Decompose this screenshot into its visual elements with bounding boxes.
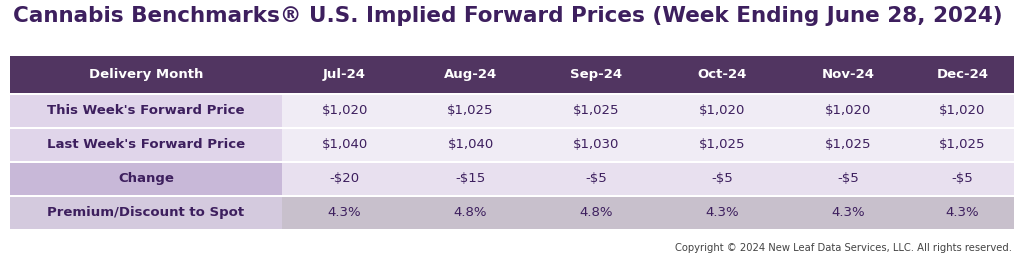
Bar bbox=[534, 197, 659, 229]
Bar bbox=[534, 56, 659, 93]
Text: Jul-24: Jul-24 bbox=[324, 68, 366, 81]
Bar bbox=[785, 56, 911, 93]
Text: Change: Change bbox=[118, 172, 174, 185]
Text: -$5: -$5 bbox=[951, 172, 974, 185]
Bar bbox=[785, 95, 911, 127]
Text: $1,020: $1,020 bbox=[825, 104, 871, 118]
Text: Last Week's Forward Price: Last Week's Forward Price bbox=[47, 138, 245, 151]
Bar bbox=[659, 56, 785, 93]
Text: -$5: -$5 bbox=[838, 172, 859, 185]
Text: 4.8%: 4.8% bbox=[580, 206, 613, 219]
Text: $1,030: $1,030 bbox=[573, 138, 620, 151]
Text: -$5: -$5 bbox=[586, 172, 607, 185]
Bar bbox=[282, 56, 408, 93]
Bar bbox=[282, 129, 408, 161]
Bar bbox=[534, 129, 659, 161]
Bar bbox=[408, 95, 534, 127]
Text: 4.3%: 4.3% bbox=[706, 206, 739, 219]
Text: This Week's Forward Price: This Week's Forward Price bbox=[47, 104, 245, 118]
Text: $1,020: $1,020 bbox=[939, 104, 986, 118]
Bar bbox=[911, 56, 1014, 93]
Text: Nov-24: Nov-24 bbox=[822, 68, 874, 81]
Text: $1,040: $1,040 bbox=[447, 138, 494, 151]
Text: Copyright © 2024 New Leaf Data Services, LLC. All rights reserved.: Copyright © 2024 New Leaf Data Services,… bbox=[675, 243, 1012, 253]
Text: $1,020: $1,020 bbox=[699, 104, 745, 118]
Bar bbox=[911, 129, 1014, 161]
Bar bbox=[534, 163, 659, 195]
Text: -$5: -$5 bbox=[712, 172, 733, 185]
Bar bbox=[282, 197, 408, 229]
Bar bbox=[408, 129, 534, 161]
Text: 4.3%: 4.3% bbox=[946, 206, 979, 219]
Bar bbox=[10, 197, 282, 229]
Bar bbox=[10, 129, 282, 161]
Text: 4.8%: 4.8% bbox=[454, 206, 487, 219]
Bar bbox=[785, 129, 911, 161]
Bar bbox=[408, 163, 534, 195]
Text: 4.3%: 4.3% bbox=[831, 206, 865, 219]
Bar bbox=[785, 163, 911, 195]
Text: Delivery Month: Delivery Month bbox=[89, 68, 203, 81]
Text: Oct-24: Oct-24 bbox=[697, 68, 748, 81]
Bar bbox=[659, 197, 785, 229]
Bar bbox=[282, 163, 408, 195]
Text: Aug-24: Aug-24 bbox=[443, 68, 498, 81]
Bar bbox=[10, 56, 1014, 229]
Text: Cannabis Benchmarks® U.S. Implied Forward Prices (Week Ending June 28, 2024): Cannabis Benchmarks® U.S. Implied Forwar… bbox=[13, 6, 1002, 26]
Bar bbox=[282, 95, 408, 127]
Bar bbox=[659, 95, 785, 127]
Text: $1,025: $1,025 bbox=[447, 104, 494, 118]
Bar bbox=[911, 197, 1014, 229]
Bar bbox=[408, 56, 534, 93]
Bar bbox=[408, 197, 534, 229]
Text: $1,025: $1,025 bbox=[573, 104, 620, 118]
Bar bbox=[10, 56, 282, 93]
Text: $1,025: $1,025 bbox=[825, 138, 871, 151]
Text: $1,025: $1,025 bbox=[939, 138, 986, 151]
Text: $1,040: $1,040 bbox=[322, 138, 368, 151]
Bar bbox=[534, 95, 659, 127]
Text: -$20: -$20 bbox=[330, 172, 359, 185]
Bar bbox=[911, 163, 1014, 195]
Bar bbox=[10, 95, 282, 127]
Text: Sep-24: Sep-24 bbox=[570, 68, 623, 81]
Bar bbox=[10, 163, 282, 195]
Text: $1,020: $1,020 bbox=[322, 104, 368, 118]
Bar bbox=[659, 163, 785, 195]
Text: Premium/Discount to Spot: Premium/Discount to Spot bbox=[47, 206, 245, 219]
Bar bbox=[911, 95, 1014, 127]
Bar bbox=[785, 197, 911, 229]
Bar bbox=[659, 129, 785, 161]
Text: 4.3%: 4.3% bbox=[328, 206, 361, 219]
Text: Dec-24: Dec-24 bbox=[937, 68, 988, 81]
Text: -$15: -$15 bbox=[456, 172, 485, 185]
Text: $1,025: $1,025 bbox=[699, 138, 745, 151]
